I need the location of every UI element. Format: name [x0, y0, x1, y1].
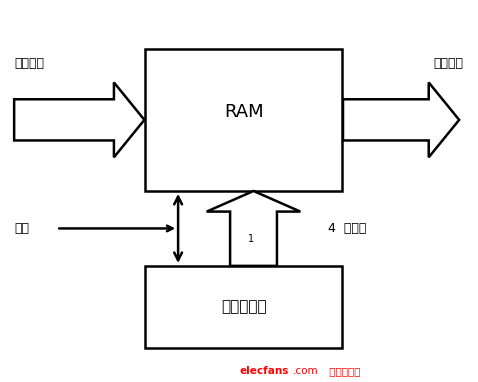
- Text: 地址计数器: 地址计数器: [221, 299, 267, 314]
- Text: 时钟: 时钟: [14, 222, 29, 235]
- Text: 电子发烧友: 电子发烧友: [326, 366, 360, 376]
- Text: 数据输入: 数据输入: [14, 57, 44, 70]
- FancyArrow shape: [14, 83, 144, 157]
- Bar: [145, 266, 342, 348]
- FancyArrow shape: [343, 83, 459, 157]
- Text: 4  位地址: 4 位地址: [328, 222, 367, 235]
- Polygon shape: [206, 191, 300, 266]
- Text: RAM: RAM: [224, 104, 263, 121]
- Text: 1: 1: [248, 234, 254, 244]
- Text: 数据输出: 数据输出: [434, 57, 464, 70]
- Text: .com: .com: [293, 366, 319, 376]
- Bar: [145, 49, 342, 191]
- Text: elecfans: elecfans: [239, 366, 288, 376]
